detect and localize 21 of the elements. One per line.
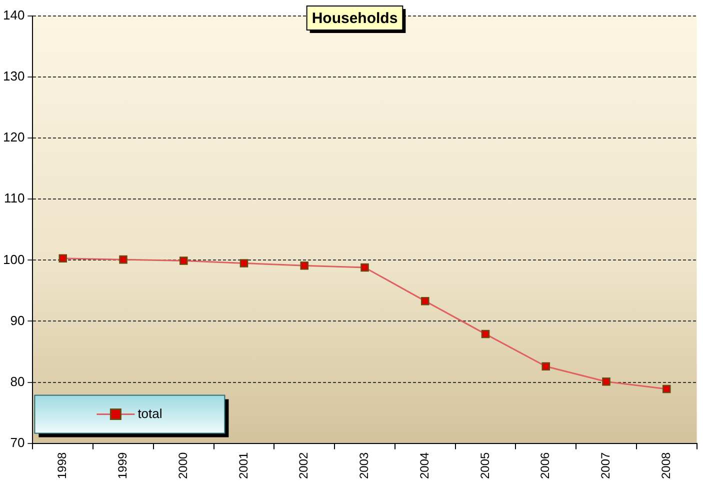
y-tick-label: 110 [4,190,25,206]
x-tick-label: 2004 [417,452,432,480]
legend-label: total [138,406,162,421]
x-tick-label: 2008 [658,452,673,480]
x-tick-label: 2001 [236,452,250,480]
x-tick-label: 1999 [116,452,130,480]
y-tick-label: 130 [2,68,25,84]
y-tick-label: 80 [10,374,25,389]
y-tick-label: 140 [2,8,25,23]
x-tick-label: 1998 [55,452,70,480]
y-tick-label: 120 [2,130,25,145]
y-tick-label: 100 [2,252,25,267]
x-tick-label: 2005 [478,452,492,480]
chart-title: Households [312,10,398,28]
y-tick-label: 90 [10,312,25,328]
x-tick-label: 2003 [357,452,372,480]
x-tick-label: 2007 [598,452,613,480]
x-tick-label: 2002 [296,452,311,480]
y-tick-label: 70 [10,434,25,450]
x-tick-label: 2006 [538,452,552,480]
x-tick-label: 2000 [176,452,190,480]
